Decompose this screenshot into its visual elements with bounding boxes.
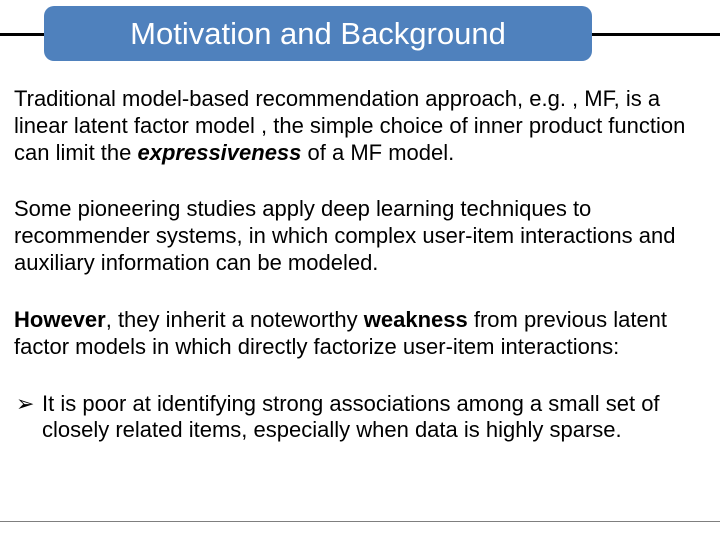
title-bar: Motivation and Background [44, 6, 592, 61]
paragraph-3-bold1: However [14, 307, 106, 332]
bullet-glyph-icon: ➢ [14, 391, 42, 418]
slide-body: Traditional model-based recommendation a… [14, 86, 702, 444]
bottom-divider-line [0, 521, 720, 522]
paragraph-3: However, they inherit a noteworthy weakn… [14, 307, 702, 361]
paragraph-2: Some pioneering studies apply deep learn… [14, 196, 702, 276]
slide: Motivation and Background Traditional mo… [0, 0, 720, 540]
paragraph-3-bold2: weakness [364, 307, 468, 332]
paragraph-1: Traditional model-based recommendation a… [14, 86, 702, 166]
bullet-text: It is poor at identifying strong associa… [42, 391, 702, 445]
paragraph-1-post: of a MF model. [301, 140, 454, 165]
slide-title: Motivation and Background [130, 16, 506, 52]
bullet-item: ➢ It is poor at identifying strong assoc… [14, 391, 702, 445]
paragraph-3-mid: , they inherit a noteworthy [106, 307, 364, 332]
paragraph-1-emph: expressiveness [138, 140, 302, 165]
